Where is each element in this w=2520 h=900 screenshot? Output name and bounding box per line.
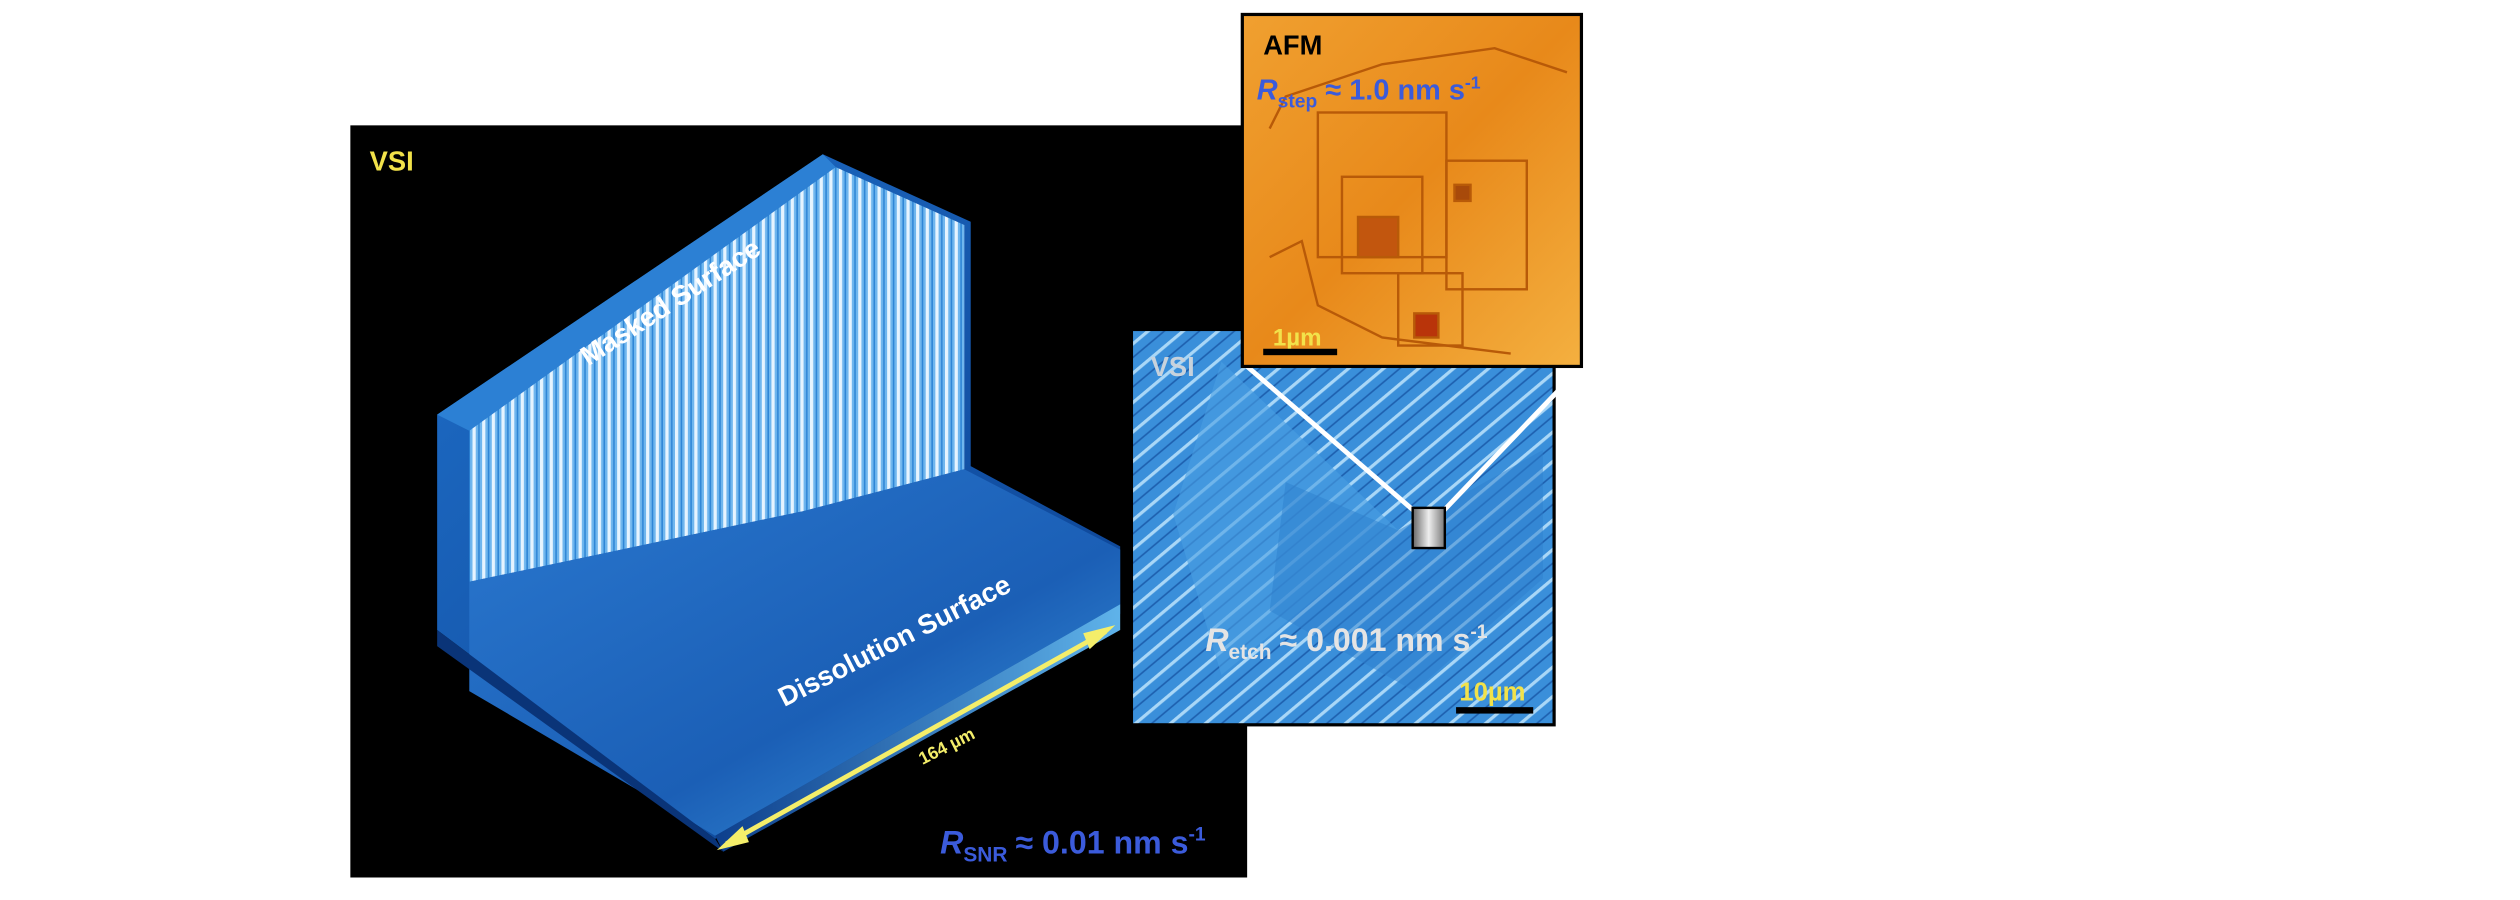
middle-panel: VSI Retch ≈ 0.001 nm s-1 10µm [1129, 327, 1584, 727]
scale-label: 1µm [1273, 325, 1322, 352]
scale-bar [1263, 348, 1338, 356]
rate-subscript: step [1278, 92, 1318, 113]
masked-surface-top [437, 154, 836, 431]
zoom-box [1411, 506, 1447, 550]
inset-panel: AFM Rstep ≈ 1.0 nm s-1 1µm [1240, 12, 1584, 369]
panel-label: VSI [1151, 351, 1195, 382]
side-face [437, 630, 724, 852]
zoom-line [1441, 364, 1584, 513]
panel-image [1240, 12, 1584, 369]
afm-steps [1268, 46, 1568, 355]
panel-label: VSI [370, 145, 414, 176]
rate-text: ≈ 1.0 nm s [1325, 75, 1465, 107]
rate-subscript: SNR [963, 843, 1007, 866]
rate-label: Rstep ≈ 1.0 nm s-1 [1257, 72, 1481, 112]
rate-label: RSNR ≈ 0.01 nm s-1 [940, 824, 1206, 866]
scale-bar [1456, 707, 1534, 714]
dissolution-floor [469, 469, 1121, 836]
rate-label: Retch ≈ 0.001 nm s-1 [1205, 622, 1487, 664]
rate-symbol: R [940, 824, 963, 860]
front-face [715, 604, 1121, 852]
rate-text: ≈ 0.01 nm s [1015, 824, 1188, 860]
rate-superscript: -1 [1188, 825, 1205, 846]
rate-superscript: -1 [1465, 72, 1481, 92]
etch-pit [1269, 450, 1543, 692]
left-panel: VSI Masked Surface Dissolution Surface 1… [350, 125, 1248, 878]
rate-symbol: R [1205, 622, 1228, 658]
panel-label: AFM [1263, 30, 1322, 61]
scale-label: 10µm [1459, 679, 1525, 707]
etched-wall [469, 167, 965, 582]
rate-subscript: etch [1229, 641, 1272, 664]
zoom-line [1245, 364, 1416, 513]
rate-superscript: -1 [1470, 622, 1487, 643]
scale-arrow [716, 625, 1116, 851]
rate-symbol: R [1257, 75, 1278, 107]
rate-text: ≈ 0.001 nm s [1280, 622, 1471, 658]
